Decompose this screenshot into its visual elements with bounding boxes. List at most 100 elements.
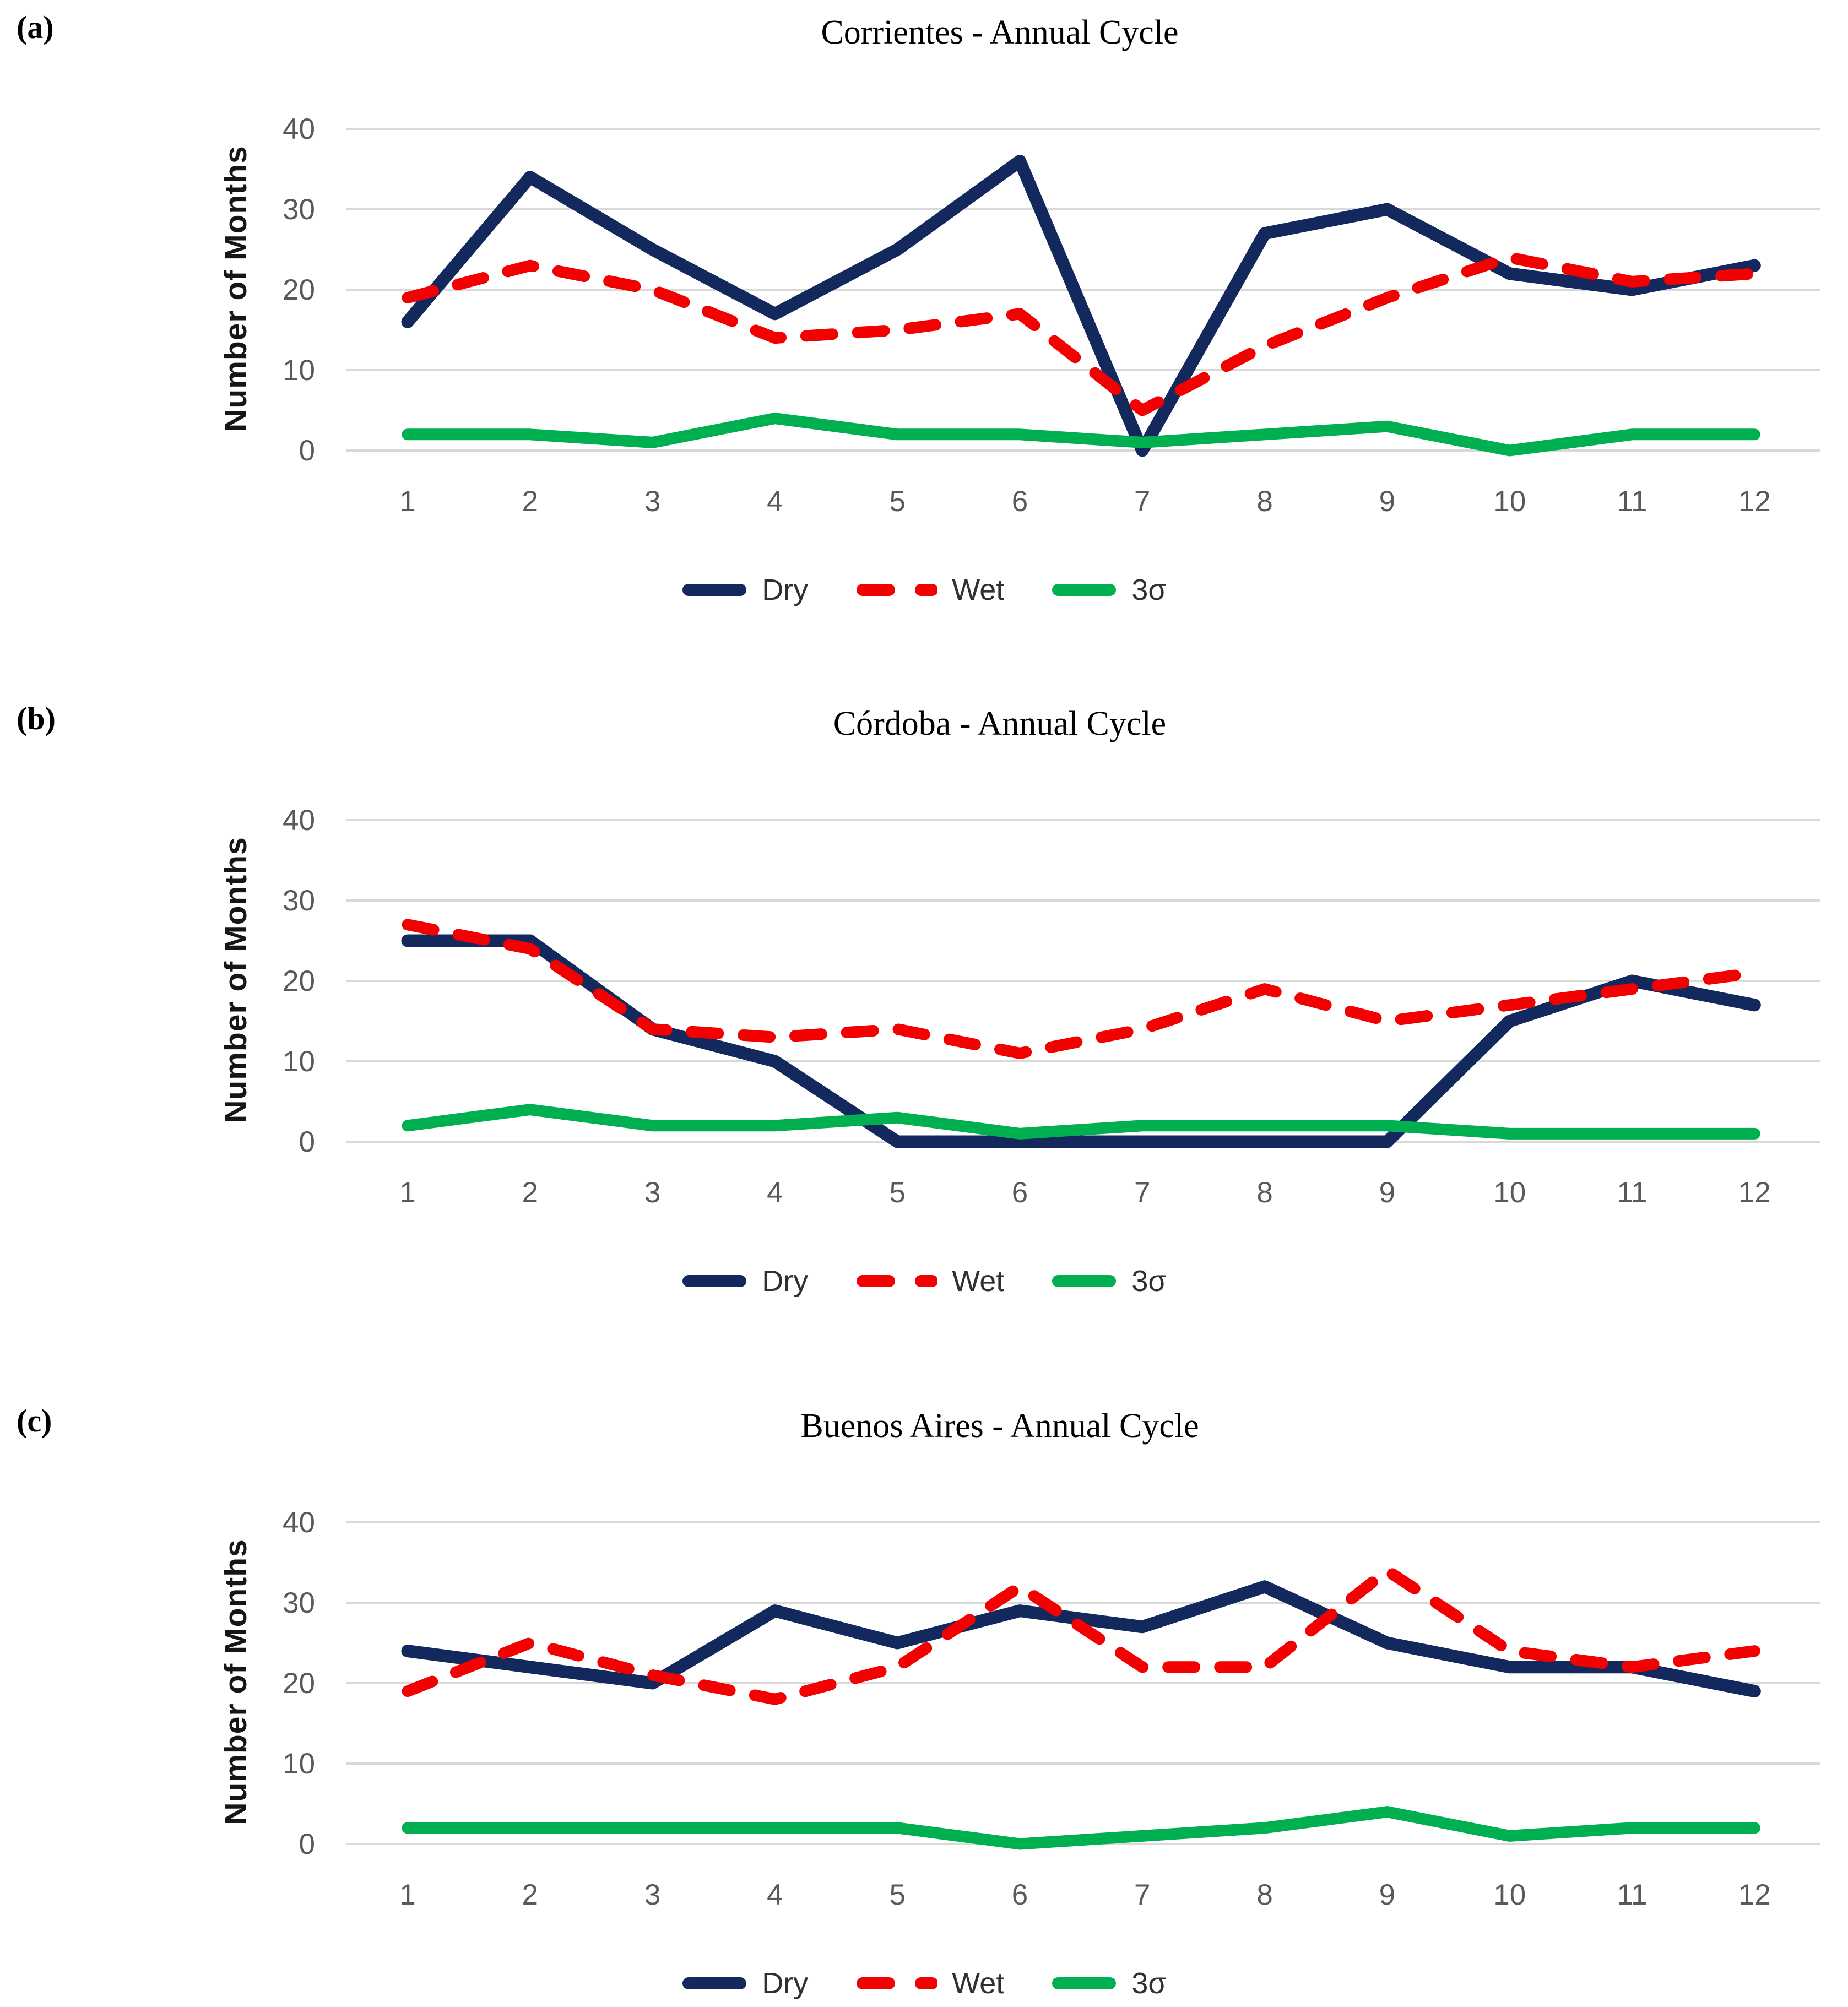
series-line-sigma	[402, 1806, 1760, 1850]
legend-label: Wet	[952, 573, 1005, 606]
y-tick-label: 10	[283, 354, 315, 387]
y-tick-label: 10	[283, 1045, 315, 1078]
y-tick-label: 30	[283, 1587, 315, 1619]
y-tick-label: 0	[299, 435, 315, 467]
x-tick-label: 4	[767, 1176, 783, 1209]
legend-label: 3σ	[1131, 573, 1167, 606]
legend: Dry Wet 3σ	[0, 1966, 1848, 2000]
x-tick-label: 8	[1256, 1176, 1272, 1209]
legend-item-wet: Wet	[855, 1966, 1004, 2000]
y-tick-label: 20	[283, 1667, 315, 1700]
series-line-dry	[401, 934, 1761, 1148]
x-tick-label: 7	[1134, 1879, 1150, 1911]
legend-item-sigma: 3σ	[1051, 1264, 1167, 1298]
x-tick-label: 4	[767, 1879, 783, 1911]
legend-label: 3σ	[1131, 1967, 1167, 2000]
legend-label: 3σ	[1131, 1265, 1167, 1298]
wet-dashed-swatch-icon	[857, 1275, 938, 1287]
legend-item-dry: Dry	[681, 573, 808, 607]
panel-buenos-aires: (c) Buenos Aires - Annual Cycle Number o…	[0, 1393, 1848, 2007]
x-tick-label: 1	[399, 1176, 415, 1209]
x-tick-label: 10	[1493, 1879, 1526, 1911]
x-tick-label: 10	[1493, 485, 1526, 518]
x-tick-label: 6	[1012, 1879, 1028, 1911]
x-tick-label: 9	[1379, 1176, 1395, 1209]
x-tick-label: 1	[399, 485, 415, 518]
legend-item-sigma: 3σ	[1051, 1966, 1167, 2000]
x-tick-label: 4	[767, 485, 783, 518]
wet-dashed-swatch-icon	[857, 584, 938, 596]
series-line-dry	[401, 154, 1761, 457]
x-tick-label: 9	[1379, 485, 1395, 518]
legend: Dry Wet 3σ	[0, 1264, 1848, 1298]
x-tick-label: 7	[1134, 1176, 1150, 1209]
legend-label: Dry	[762, 1265, 809, 1298]
y-tick-label: 30	[283, 885, 315, 917]
x-tick-label: 11	[1617, 1176, 1647, 1209]
chart-title: Buenos Aires - Annual Cycle	[800, 1407, 1199, 1445]
dry-line-swatch-icon	[682, 584, 747, 596]
panel-label: (c)	[17, 1403, 52, 1439]
chart-title: Corrientes - Annual Cycle	[821, 14, 1179, 51]
sigma-line-swatch-icon	[1052, 1275, 1117, 1287]
x-tick-label: 9	[1379, 1879, 1395, 1911]
x-tick-label: 2	[522, 1879, 538, 1911]
sigma-line-swatch-icon	[1052, 584, 1117, 596]
x-tick-label: 6	[1012, 485, 1028, 518]
y-tick-label: 40	[283, 113, 315, 145]
y-tick-label: 40	[283, 1506, 315, 1539]
legend-item-dry: Dry	[681, 1966, 808, 2000]
legend: Dry Wet 3σ	[0, 573, 1848, 607]
x-tick-label: 5	[889, 1879, 905, 1911]
x-tick-label: 11	[1617, 1879, 1647, 1911]
x-tick-label: 11	[1617, 485, 1647, 518]
panel-corrientes: (a) Corrientes - Annual Cycle Number of …	[0, 0, 1848, 655]
panel-label: (b)	[17, 701, 56, 736]
x-tick-label: 8	[1256, 1879, 1272, 1911]
x-tick-label: 12	[1738, 1879, 1771, 1911]
x-tick-label: 3	[644, 1176, 660, 1209]
series-line-dry	[401, 1580, 1761, 1698]
x-tick-label: 12	[1738, 485, 1771, 518]
legend-label: Dry	[762, 1967, 809, 2000]
y-tick-label: 20	[283, 965, 315, 997]
series-line-sigma	[402, 1104, 1760, 1140]
x-tick-label: 5	[889, 1176, 905, 1209]
x-tick-label: 5	[889, 485, 905, 518]
y-tick-label: 0	[299, 1126, 315, 1158]
y-tick-label: 40	[283, 804, 315, 837]
chart-title: Córdoba - Annual Cycle	[833, 705, 1167, 742]
y-tick-label: 10	[283, 1748, 315, 1780]
wet-dashed-swatch-icon	[857, 1977, 938, 1989]
x-tick-label: 2	[522, 485, 538, 518]
series-line-wet	[402, 919, 1760, 1059]
x-tick-label: 6	[1012, 1176, 1028, 1209]
sigma-line-swatch-icon	[1052, 1977, 1117, 1989]
legend-label: Wet	[952, 1967, 1005, 2000]
x-tick-label: 2	[522, 1176, 538, 1209]
y-tick-label: 0	[299, 1828, 315, 1860]
series-line-sigma	[402, 413, 1760, 457]
series-line-wet	[402, 1565, 1760, 1705]
legend-item-sigma: 3σ	[1051, 573, 1167, 607]
legend-item-wet: Wet	[855, 573, 1004, 607]
y-tick-label: 30	[283, 193, 315, 226]
y-tick-label: 20	[283, 274, 315, 306]
x-tick-label: 8	[1256, 485, 1272, 518]
legend-label: Wet	[952, 1265, 1005, 1298]
series-line-wet	[402, 252, 1760, 416]
x-tick-label: 3	[644, 485, 660, 518]
legend-item-dry: Dry	[681, 1264, 808, 1298]
panel-cordoba: (b) Córdoba - Annual Cycle Number of Mon…	[0, 691, 1848, 1347]
x-tick-label: 1	[399, 1879, 415, 1911]
x-tick-label: 10	[1493, 1176, 1526, 1209]
legend-label: Dry	[762, 573, 809, 606]
x-tick-label: 7	[1134, 485, 1150, 518]
panel-label: (a)	[17, 9, 54, 45]
legend-item-wet: Wet	[855, 1264, 1004, 1298]
x-tick-label: 12	[1738, 1176, 1771, 1209]
